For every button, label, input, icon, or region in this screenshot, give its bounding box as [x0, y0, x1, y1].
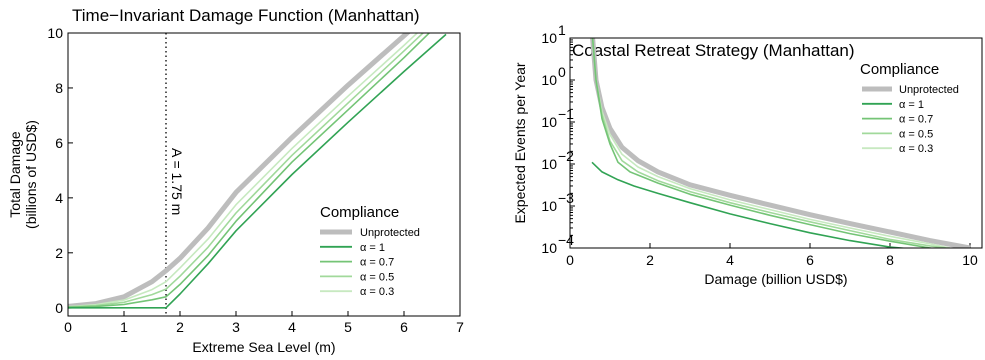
x-axis-label: Extreme Sea Level (m) [192, 339, 335, 355]
y-tick-exponent: −2 [558, 148, 574, 164]
legend-label: α = 0.7 [360, 257, 394, 269]
series-line [68, 33, 431, 308]
legend-title: Compliance [860, 61, 939, 78]
legend-label: α = 0.7 [899, 114, 933, 126]
legend-label: α = 0.3 [360, 286, 394, 298]
legend-label: α = 1 [360, 242, 385, 254]
y-tick-label: 2 [55, 245, 63, 261]
y-tick-exponent: −1 [558, 106, 574, 122]
y-tick-exponent: −4 [558, 232, 574, 248]
legend-label: α = 0.5 [899, 128, 933, 140]
y-tick-label: 6 [55, 135, 63, 151]
coastal-retreat-chart: Coastal Retreat Strategy (Manhattan) 0 2 4… [512, 22, 983, 287]
threshold-annotation: A = 1.75 m [169, 148, 185, 215]
y-tick-exponent: 0 [558, 64, 566, 80]
x-tick-label: 4 [726, 252, 734, 268]
plot-frame [569, 37, 983, 249]
y-tick-label: 10 [47, 25, 63, 41]
x-tick-label: 4 [288, 319, 296, 335]
x-tick-label: 2 [176, 319, 184, 335]
y-tick-label: 8 [55, 80, 63, 96]
y-tick-label: 10 [541, 240, 557, 256]
y-axis-label-line1: Total Damage [7, 131, 23, 218]
series-line [591, 38, 947, 248]
x-tick-label: 0 [566, 252, 574, 268]
y-tick-label: 10 [541, 30, 557, 46]
x-tick-label: 6 [806, 252, 814, 268]
y-axis-label: Expected Events per Year [512, 62, 528, 223]
y-tick-exponent: 1 [558, 22, 566, 38]
x-tick-label: 3 [232, 319, 240, 335]
x-tick-label: 10 [962, 252, 978, 268]
x-tick-label: 0 [64, 319, 72, 335]
legend-label: Unprotected [360, 227, 420, 239]
x-tick-label: 1 [120, 319, 128, 335]
series-line [68, 33, 425, 308]
y-tick-label: 10 [541, 114, 557, 130]
x-tick-label: 6 [400, 319, 408, 335]
y-tick-exponent: −3 [558, 190, 574, 206]
plot-frame [67, 32, 461, 317]
damage-function-chart: Time−Invariant Damage Function (Manhatta… [7, 6, 464, 355]
series-line [68, 33, 447, 309]
x-tick-label: 2 [646, 252, 654, 268]
x-tick-label: 7 [456, 319, 464, 335]
chart-title: Time−Invariant Damage Function (Manhatta… [72, 6, 420, 25]
y-tick-label: 10 [541, 72, 557, 88]
y-tick-label: 0 [55, 300, 63, 316]
x-axis-label: Damage (billion USD$) [704, 271, 847, 287]
legend-label: α = 1 [899, 99, 924, 111]
y-tick-label: 4 [55, 190, 63, 206]
series-line [591, 161, 910, 248]
series-line [591, 38, 951, 248]
legend-title: Compliance [320, 204, 399, 221]
series-line [68, 33, 419, 308]
y-tick-label: 10 [541, 198, 557, 214]
series-line [590, 38, 971, 248]
chart-title: Coastal Retreat Strategy (Manhattan) [572, 41, 855, 60]
x-tick-label: 8 [886, 252, 894, 268]
y-axis-label-line2: (billions of USD$) [23, 120, 39, 229]
legend-label: α = 0.5 [360, 271, 394, 283]
legend-label: Unprotected [899, 84, 959, 96]
legend-label: α = 0.3 [899, 143, 933, 155]
x-tick-label: 5 [344, 319, 352, 335]
series-line [591, 38, 936, 248]
y-tick-label: 10 [541, 156, 557, 172]
series-line [68, 33, 411, 309]
